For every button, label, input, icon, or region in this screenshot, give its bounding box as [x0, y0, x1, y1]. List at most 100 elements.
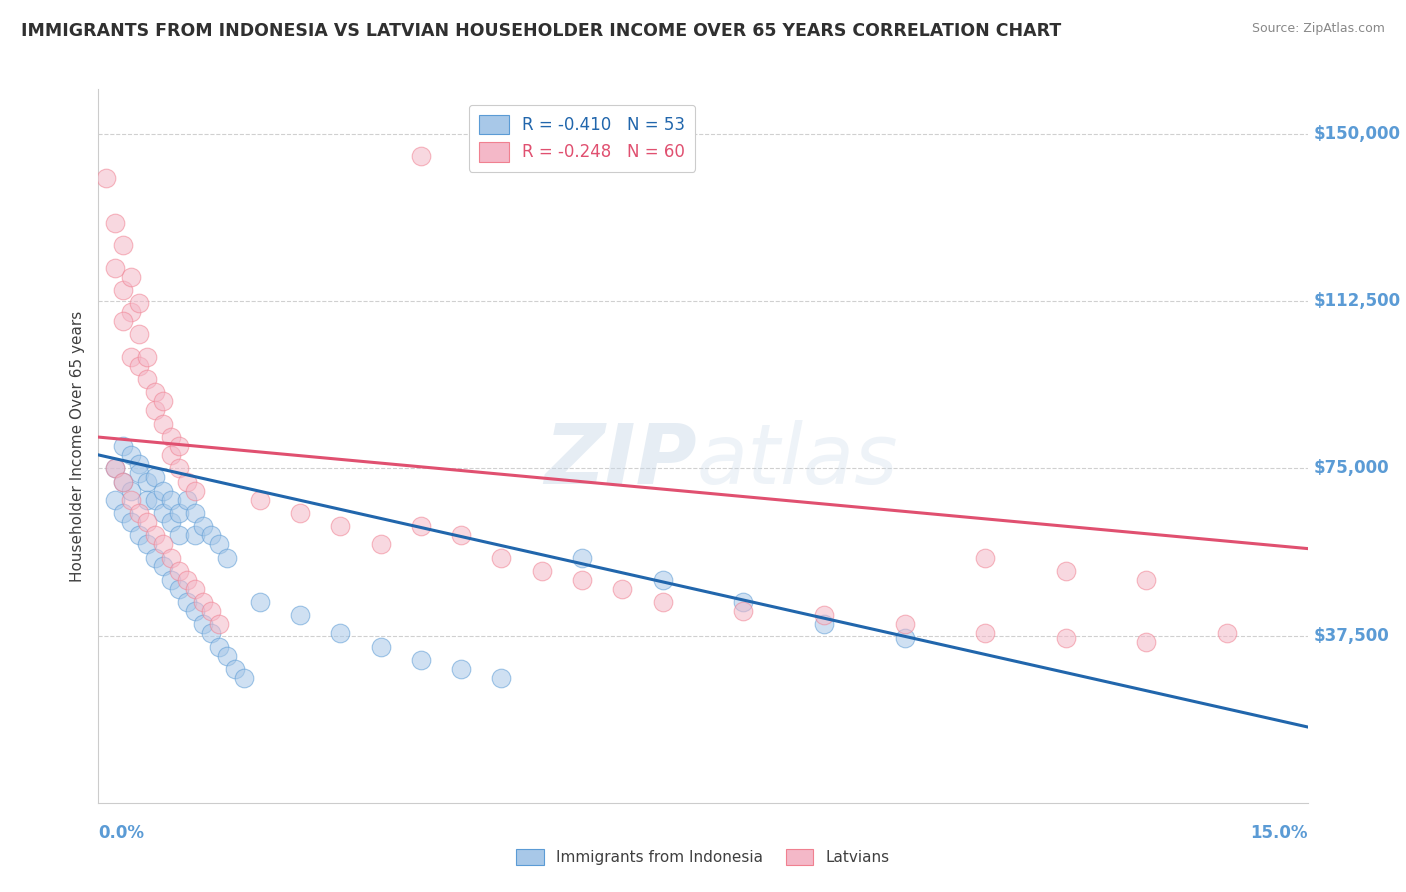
Text: $150,000: $150,000: [1313, 125, 1400, 143]
Text: 0.0%: 0.0%: [98, 824, 145, 842]
Point: [143, 385, 166, 400]
Point: [893, 631, 915, 645]
Point: [288, 506, 311, 520]
Text: 15.0%: 15.0%: [1250, 824, 1308, 842]
Point: [103, 216, 125, 230]
Point: [120, 350, 142, 364]
Text: Source: ZipAtlas.com: Source: ZipAtlas.com: [1251, 22, 1385, 36]
Point: [135, 537, 157, 551]
Point: [120, 483, 142, 498]
Point: [128, 296, 150, 310]
Y-axis label: Householder Income Over 65 years: Householder Income Over 65 years: [69, 310, 84, 582]
Legend: Immigrants from Indonesia, Latvians: Immigrants from Indonesia, Latvians: [510, 843, 896, 871]
Point: [120, 269, 142, 284]
Point: [651, 595, 673, 609]
Point: [111, 283, 134, 297]
Point: [167, 439, 190, 453]
Point: [120, 492, 142, 507]
Point: [893, 617, 915, 632]
Point: [167, 461, 190, 475]
Point: [128, 528, 150, 542]
Point: [1054, 564, 1077, 578]
Point: [176, 595, 198, 609]
Point: [208, 537, 231, 551]
Point: [530, 564, 553, 578]
Point: [160, 430, 183, 444]
Point: [111, 238, 134, 252]
Point: [152, 506, 174, 520]
Point: [167, 528, 190, 542]
Point: [135, 372, 157, 386]
Point: [1135, 635, 1157, 649]
Point: [224, 662, 246, 676]
Point: [491, 550, 513, 565]
Point: [571, 573, 593, 587]
Point: [217, 550, 239, 565]
Point: [571, 550, 593, 565]
Point: [1135, 573, 1157, 587]
Text: $75,000: $75,000: [1313, 459, 1389, 477]
Point: [184, 483, 207, 498]
Point: [370, 537, 392, 551]
Point: [329, 519, 352, 533]
Point: [160, 573, 183, 587]
Point: [128, 466, 150, 480]
Text: ZIP: ZIP: [544, 420, 697, 500]
Point: [152, 483, 174, 498]
Point: [974, 626, 997, 640]
Text: atlas: atlas: [697, 420, 898, 500]
Point: [409, 519, 432, 533]
Point: [450, 662, 472, 676]
Point: [143, 470, 166, 484]
Point: [184, 604, 207, 618]
Point: [111, 439, 134, 453]
Point: [184, 506, 207, 520]
Point: [152, 537, 174, 551]
Point: [160, 550, 183, 565]
Point: [176, 573, 198, 587]
Point: [217, 648, 239, 663]
Point: [120, 515, 142, 529]
Point: [813, 608, 835, 623]
Point: [974, 550, 997, 565]
Point: [288, 608, 311, 623]
Point: [813, 617, 835, 632]
Point: [370, 640, 392, 654]
Point: [143, 492, 166, 507]
Point: [128, 327, 150, 342]
Point: [450, 528, 472, 542]
Point: [184, 582, 207, 596]
Point: [128, 359, 150, 373]
Point: [135, 350, 157, 364]
Point: [409, 653, 432, 667]
Point: [491, 671, 513, 685]
Point: [143, 403, 166, 417]
Point: [143, 550, 166, 565]
Point: [249, 492, 271, 507]
Point: [135, 515, 157, 529]
Point: [152, 417, 174, 431]
Point: [103, 260, 125, 275]
Point: [167, 506, 190, 520]
Point: [120, 305, 142, 319]
Point: [249, 595, 271, 609]
Point: [111, 506, 134, 520]
Point: [103, 461, 125, 475]
Point: [143, 528, 166, 542]
Point: [176, 492, 198, 507]
Text: $37,500: $37,500: [1313, 626, 1389, 645]
Point: [160, 448, 183, 462]
Point: [152, 394, 174, 409]
Point: [160, 515, 183, 529]
Text: IMMIGRANTS FROM INDONESIA VS LATVIAN HOUSEHOLDER INCOME OVER 65 YEARS CORRELATIO: IMMIGRANTS FROM INDONESIA VS LATVIAN HOU…: [21, 22, 1062, 40]
Point: [103, 492, 125, 507]
Point: [329, 626, 352, 640]
Point: [200, 604, 222, 618]
Point: [733, 595, 755, 609]
Point: [651, 573, 673, 587]
Point: [111, 475, 134, 489]
Legend: R = -0.410   N = 53, R = -0.248   N = 60: R = -0.410 N = 53, R = -0.248 N = 60: [470, 104, 695, 171]
Point: [120, 448, 142, 462]
Point: [184, 528, 207, 542]
Point: [167, 582, 190, 596]
